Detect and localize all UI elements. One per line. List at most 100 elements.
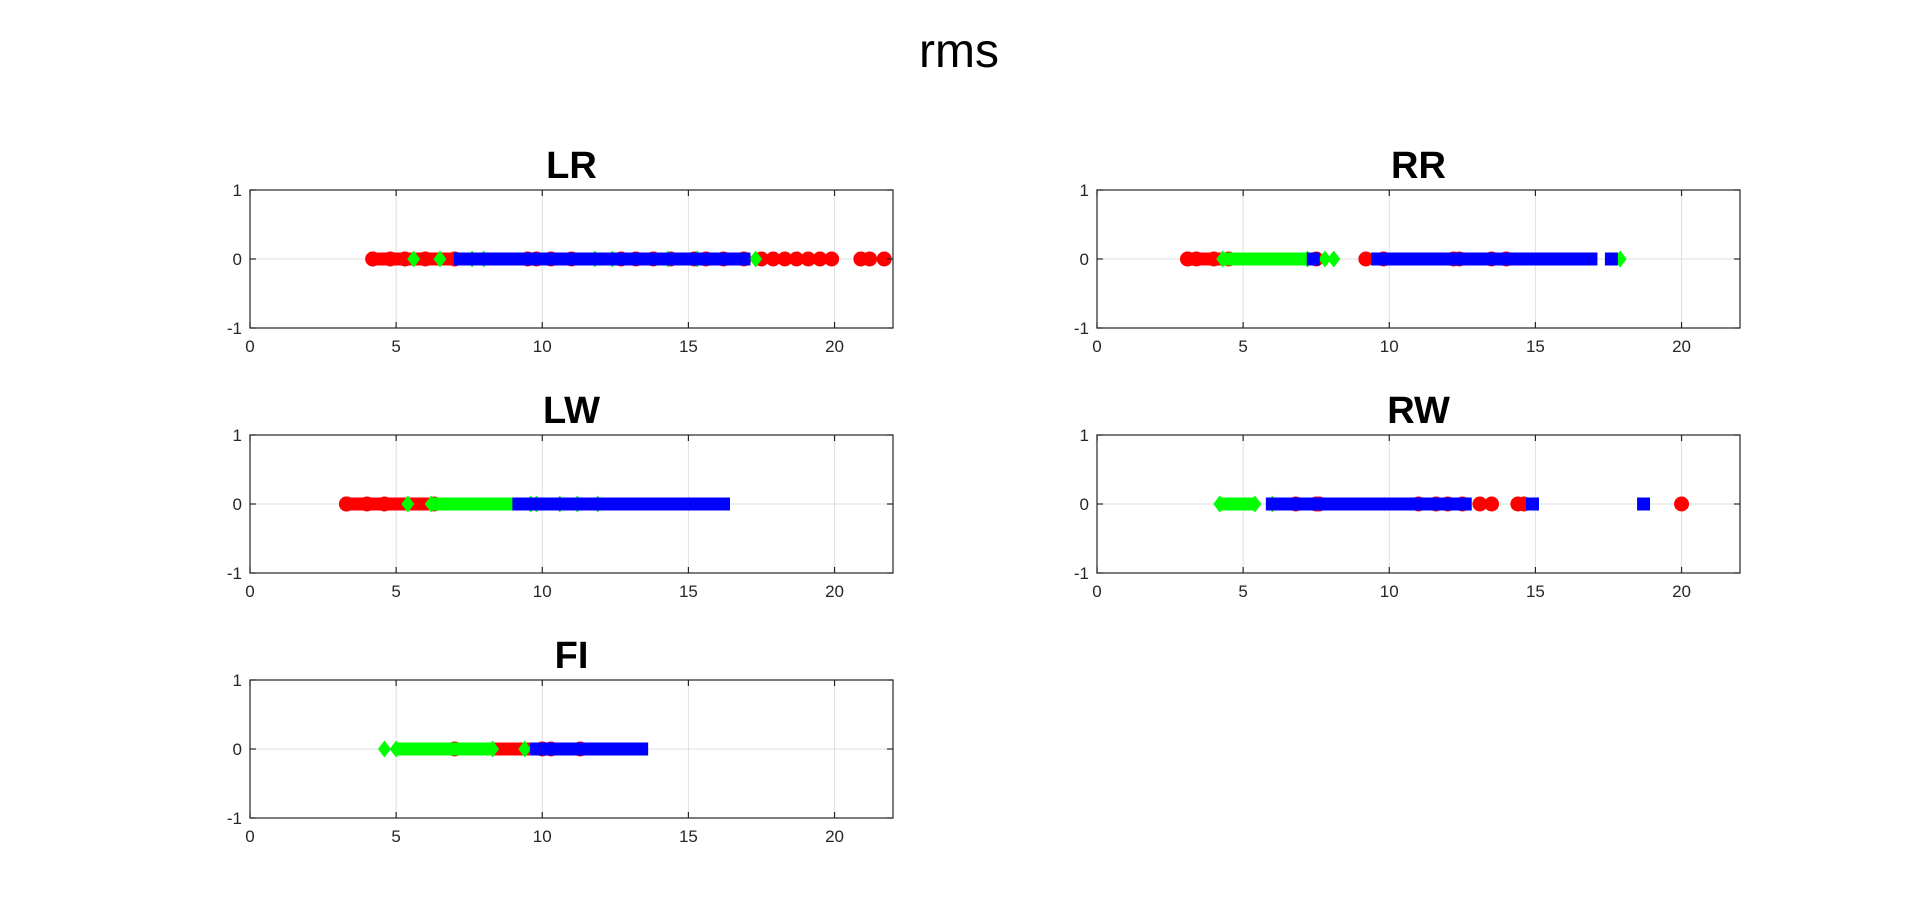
x-tick-label: 5 (391, 582, 400, 601)
data-point (1306, 252, 1320, 266)
axes-lr: LR0 5 10 15 20-101 (227, 145, 894, 356)
data-point (777, 251, 793, 267)
axes-title: FI (555, 635, 589, 677)
series-square (1265, 497, 1651, 511)
data-point (1216, 250, 1230, 268)
data-point (696, 252, 710, 266)
x-tick-label: 5 (391, 337, 400, 356)
y-tick-label: 1 (1080, 181, 1089, 200)
figure-title: rms (919, 25, 999, 78)
data-point (1458, 497, 1472, 511)
axes-lw: LW0 5 10 15 20-101 (227, 390, 894, 601)
data-point (453, 252, 467, 266)
x-tick-label: 20 (825, 827, 844, 846)
data-point (338, 496, 354, 512)
x-tick-label: 5 (391, 827, 400, 846)
x-tick-label: 10 (1380, 337, 1399, 356)
y-tick-label: 1 (1080, 426, 1089, 445)
dense-marker-band (396, 742, 493, 756)
data-point (862, 251, 878, 267)
data-point (1472, 496, 1488, 512)
data-point (365, 251, 381, 267)
axes-fi: FI0 5 10 15 20-101 (227, 635, 894, 846)
data-point (728, 252, 742, 266)
data-point (1484, 496, 1500, 512)
x-tick-label: 10 (533, 582, 552, 601)
data-point (1188, 251, 1204, 267)
x-tick-label: 10 (1380, 582, 1399, 601)
dense-marker-band (431, 497, 531, 511)
data-point (1525, 497, 1539, 511)
axes-title: RR (1391, 145, 1446, 187)
y-tick-label: 1 (233, 671, 242, 690)
data-point (1409, 497, 1423, 511)
dense-marker-band (536, 742, 642, 756)
axes-rw: RW0 5 10 15 20-101 (1074, 390, 1741, 601)
data-point (1358, 251, 1374, 267)
y-tick-label: 1 (233, 426, 242, 445)
data-point (876, 251, 892, 267)
x-tick-label: 20 (825, 337, 844, 356)
axes-title: LW (543, 390, 600, 432)
y-tick-label: 0 (233, 250, 242, 269)
data-point (1391, 497, 1405, 511)
data-point (486, 740, 500, 758)
data-point (1318, 250, 1332, 268)
y-tick-label: -1 (227, 564, 242, 583)
x-tick-label: 0 (1092, 582, 1101, 601)
data-point (789, 251, 805, 267)
data-point (382, 251, 398, 267)
data-point (800, 251, 816, 267)
data-point (529, 742, 543, 756)
x-tick-label: 15 (679, 337, 698, 356)
data-point (407, 250, 421, 268)
x-tick-label: 15 (679, 582, 698, 601)
x-tick-label: 15 (679, 827, 698, 846)
data-point (716, 497, 730, 511)
x-tick-label: 0 (245, 827, 254, 846)
x-tick-label: 15 (1526, 337, 1545, 356)
data-point (765, 251, 781, 267)
axes-title: RW (1387, 390, 1450, 432)
axes-title: LR (546, 145, 597, 187)
data-point (812, 251, 828, 267)
x-tick-label: 0 (245, 337, 254, 356)
dense-marker-band (1222, 252, 1308, 266)
dense-marker-band (518, 497, 724, 511)
data-point (1674, 496, 1690, 512)
y-tick-label: -1 (1074, 564, 1089, 583)
data-point (1637, 497, 1651, 511)
data-point (377, 740, 391, 758)
data-point (1213, 495, 1227, 513)
x-tick-label: 5 (1238, 582, 1247, 601)
axes-rr: RR0 5 10 15 20-101 (1074, 145, 1741, 356)
data-point (749, 250, 763, 268)
data-point (433, 250, 447, 268)
y-tick-label: 0 (233, 740, 242, 759)
data-point (518, 740, 532, 758)
data-point (401, 495, 415, 513)
data-point (359, 496, 375, 512)
data-point (512, 497, 526, 511)
y-tick-label: -1 (227, 809, 242, 828)
data-point (623, 252, 637, 266)
data-point (417, 251, 433, 267)
x-tick-label: 20 (1672, 582, 1691, 601)
series-square (453, 252, 751, 266)
series-diamond (377, 740, 532, 758)
x-tick-label: 0 (245, 582, 254, 601)
data-point (1584, 252, 1598, 266)
x-tick-label: 0 (1092, 337, 1101, 356)
x-tick-label: 20 (825, 582, 844, 601)
y-tick-label: 0 (1080, 495, 1089, 514)
data-point (635, 742, 649, 756)
x-tick-label: 20 (1672, 337, 1691, 356)
data-point (1248, 495, 1262, 513)
data-point (1391, 252, 1405, 266)
data-point (1265, 497, 1279, 511)
dense-marker-band (460, 252, 744, 266)
data-point (1604, 252, 1618, 266)
y-tick-label: -1 (227, 319, 242, 338)
data-point (1327, 250, 1341, 268)
